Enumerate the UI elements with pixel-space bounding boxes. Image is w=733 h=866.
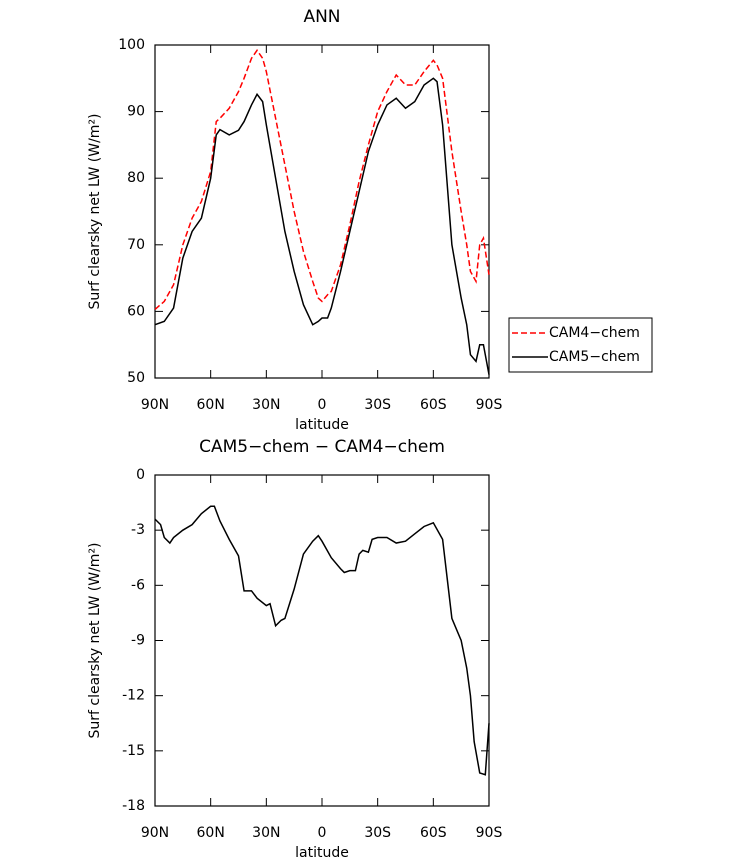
x-tick-label: 30S: [364, 825, 391, 841]
x-tick-label: 90N: [141, 825, 169, 841]
x-tick-label: 0: [318, 825, 327, 841]
x-axis-label: latitude: [295, 845, 349, 861]
y-tick-label: -18: [122, 798, 145, 814]
y-tick-label: -6: [131, 577, 145, 593]
x-tick-label: 60N: [197, 825, 225, 841]
plot-frame: [154, 474, 490, 807]
y-tick-label: 70: [127, 237, 145, 253]
legend-label: CAM5−chem: [549, 349, 640, 365]
x-tick-label: 30S: [364, 397, 391, 413]
x-tick-label: 30N: [252, 397, 280, 413]
y-tick-label: 60: [127, 303, 145, 319]
chart-title: CAM5−chem − CAM4−chem: [199, 437, 445, 457]
data-line: [154, 505, 490, 776]
x-tick-label: 60S: [420, 397, 447, 413]
x-tick-label: 90S: [476, 397, 503, 413]
x-tick-label: 0: [318, 397, 327, 413]
x-tick-label: 90N: [141, 397, 169, 413]
y-tick-label: -15: [122, 743, 145, 759]
y-tick-label: 80: [127, 170, 145, 186]
chart-title: ANN: [303, 7, 340, 27]
x-tick-label: 60S: [420, 825, 447, 841]
y-tick-label: -3: [131, 522, 145, 538]
data-line: [154, 49, 490, 310]
y-axis-label: Surf clearsky net LW (W/m²): [87, 542, 103, 738]
legend-label: CAM4−chem: [549, 325, 640, 341]
y-tick-label: -12: [122, 688, 145, 704]
data-line: [154, 77, 490, 375]
legend-box: [508, 317, 653, 373]
y-tick-label: 90: [127, 104, 145, 120]
y-tick-label: 50: [127, 370, 145, 386]
y-tick-label: 100: [118, 37, 145, 53]
x-tick-label: 90S: [476, 825, 503, 841]
x-tick-label: 30N: [252, 825, 280, 841]
x-tick-label: 60N: [197, 397, 225, 413]
y-axis-label: Surf clearsky net LW (W/m²): [87, 113, 103, 309]
y-tick-label: 0: [136, 467, 145, 483]
x-axis-label: latitude: [295, 417, 349, 433]
y-tick-label: -9: [131, 633, 145, 649]
